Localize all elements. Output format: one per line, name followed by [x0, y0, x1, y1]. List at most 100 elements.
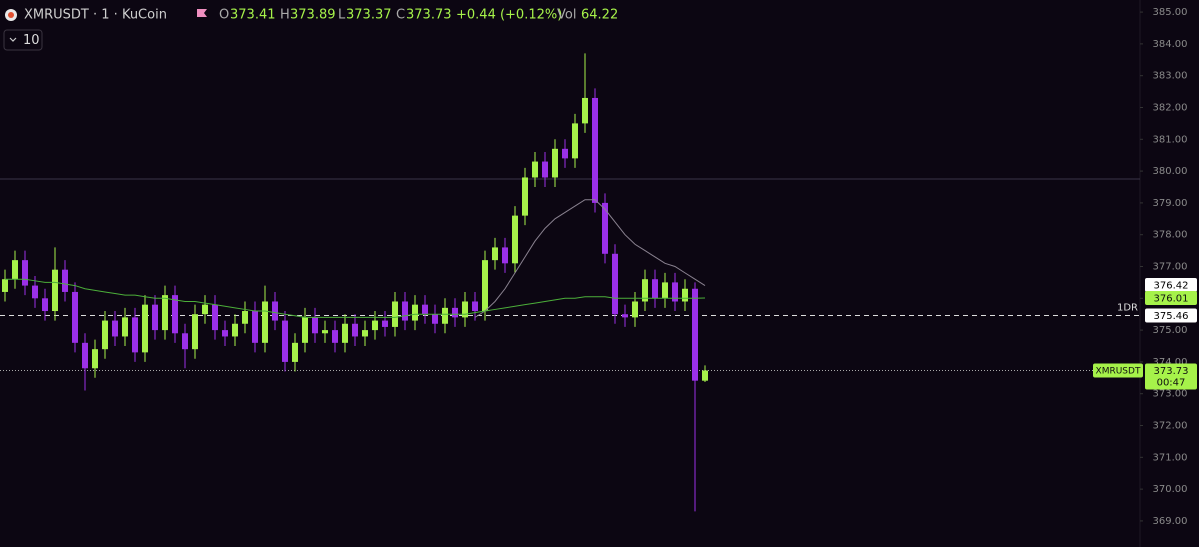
candle-body	[542, 161, 548, 178]
candle-body	[312, 317, 318, 334]
chart-title: XMRUSDT · 1 · KuCoin	[24, 8, 167, 23]
y-tick-label: 374.00	[1153, 357, 1188, 368]
price-marker	[1145, 277, 1197, 292]
y-tick-label: 385.00	[1153, 7, 1188, 18]
price-marker-label: 376.42	[1154, 280, 1189, 291]
candle-body	[192, 314, 198, 350]
candle-body	[562, 148, 568, 159]
candle-body	[282, 320, 288, 362]
ohlc-value: 373.73	[406, 8, 452, 23]
candle-body	[462, 301, 468, 318]
candle-body	[382, 320, 388, 327]
candle-body	[582, 97, 588, 124]
candle-body	[52, 269, 58, 312]
level-name: 1DR	[1117, 302, 1138, 313]
volume-value: 64.22	[581, 8, 618, 23]
y-tick-label: 369.00	[1153, 516, 1188, 527]
candle-body	[422, 304, 428, 315]
candle-body	[302, 317, 308, 343]
price-marker-label: 376.01	[1154, 293, 1189, 304]
candle-body	[62, 269, 68, 292]
candle-body	[392, 301, 398, 327]
candle-body	[522, 177, 528, 216]
candle-body	[652, 279, 658, 299]
flag-icon[interactable]	[197, 9, 207, 17]
volume-label: Vol	[557, 8, 576, 23]
ohlc-value: 373.41	[230, 8, 276, 23]
price-marker	[1145, 290, 1197, 305]
candle-body	[482, 260, 488, 312]
candle-body	[452, 307, 458, 318]
candle-body	[162, 295, 168, 331]
candle-body	[292, 342, 298, 362]
candle-body	[42, 298, 48, 312]
price-marker	[1145, 363, 1197, 390]
candle-body	[212, 304, 218, 331]
candle-body	[102, 320, 108, 350]
candle-body	[362, 330, 368, 337]
candle-body	[502, 247, 508, 264]
y-tick-label: 384.00	[1153, 39, 1188, 50]
candle-body	[492, 247, 498, 261]
candle-body	[572, 123, 578, 159]
candle-body	[242, 311, 248, 324]
candle-body	[352, 323, 358, 337]
candle-body	[112, 320, 118, 337]
y-tick-label: 378.00	[1153, 230, 1188, 241]
y-tick-label: 379.00	[1153, 198, 1188, 209]
indicator-toggle[interactable]: 10	[3, 29, 43, 51]
y-tick-label: 372.00	[1153, 421, 1188, 432]
symbol-tag-label: XMRUSDT	[1096, 366, 1141, 376]
candle-body	[412, 304, 418, 321]
candle-body	[182, 333, 188, 350]
y-tick-label: 382.00	[1153, 102, 1188, 113]
y-tick-label: 383.00	[1153, 71, 1188, 82]
y-tick-label: 377.00	[1153, 262, 1188, 273]
y-tick-label: 375.00	[1153, 325, 1188, 336]
candle-body	[72, 291, 78, 343]
ohlc-value: 373.37	[346, 8, 392, 23]
change: +0.44 (+0.12%)	[456, 8, 562, 23]
y-tick-label: 373.00	[1153, 389, 1188, 400]
candle-body	[122, 317, 128, 337]
price-marker	[1145, 308, 1197, 323]
candle-body	[332, 330, 338, 343]
candle-body	[672, 282, 678, 302]
candle-body	[142, 304, 148, 353]
ohlc-label: C	[396, 8, 405, 23]
y-tick-label: 381.00	[1153, 134, 1188, 145]
symbol-tag	[1093, 363, 1143, 378]
candle-body	[532, 161, 538, 178]
ohlc-value: 373.89	[290, 8, 336, 23]
candle-body	[262, 301, 268, 343]
candle-body	[602, 202, 608, 254]
candle-body	[82, 342, 88, 369]
ohlc-label: L	[338, 8, 346, 23]
candle-body	[702, 370, 708, 381]
candle-body	[472, 301, 478, 312]
candle-body	[442, 307, 448, 324]
symbol-icon	[5, 9, 17, 21]
price-marker-label: 375.46	[1154, 311, 1189, 322]
moving-average	[5, 278, 706, 318]
candle-body	[432, 314, 438, 324]
candle-body	[612, 253, 618, 315]
candle-body	[222, 330, 228, 337]
candle-body	[92, 349, 98, 369]
candle-body	[402, 301, 408, 321]
ohlc-label: H	[280, 8, 290, 23]
candle-body	[252, 311, 258, 343]
y-tick-label: 371.00	[1153, 452, 1188, 463]
candle-body	[622, 314, 628, 318]
candle-body	[592, 97, 598, 203]
indicator-count: 10	[23, 33, 40, 48]
candle-body	[322, 330, 328, 334]
candle-body	[662, 282, 668, 299]
candle-body	[682, 288, 688, 302]
candle-body	[132, 317, 138, 353]
candle-body	[512, 215, 518, 264]
candle-body	[22, 260, 28, 286]
candle-body	[152, 304, 158, 331]
